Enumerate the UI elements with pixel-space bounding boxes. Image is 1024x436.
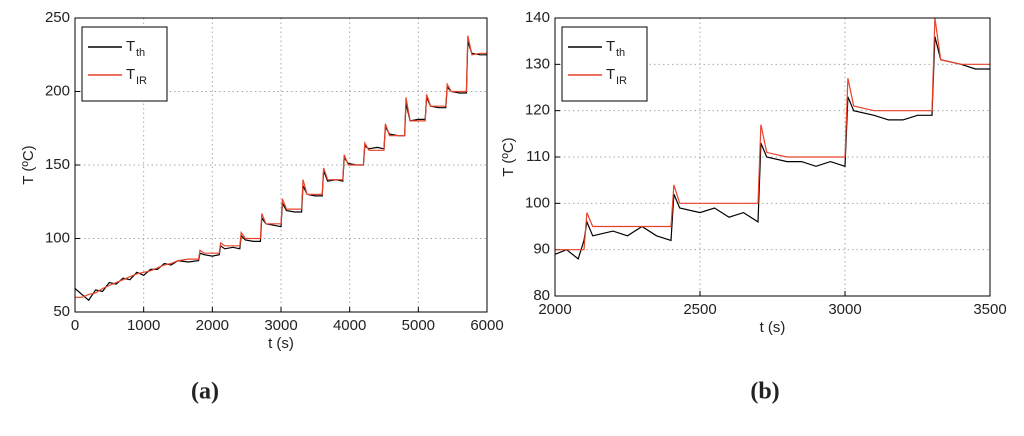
y-tick-label: 110 [526, 148, 550, 165]
x-tick-label: 3000 [264, 317, 297, 334]
legend-subscript: th [616, 47, 625, 59]
y-tick-label: 200 [45, 82, 70, 99]
y-tick-label: 90 [533, 241, 550, 258]
x-axis-label: t (s) [268, 335, 294, 352]
legend-label: T [606, 66, 615, 83]
legend-subscript: IR [616, 75, 627, 87]
legend-box [561, 26, 648, 102]
data-line [554, 36, 990, 260]
x-tick-label: 1000 [127, 317, 160, 334]
legend-label: T [126, 38, 135, 55]
data-line [75, 35, 487, 298]
x-tick-label: 5000 [402, 317, 435, 334]
y-tick-label: 130 [525, 55, 550, 72]
legend-label: T [606, 38, 615, 55]
y-tick-label: 250 [45, 9, 70, 26]
data-line [74, 41, 487, 302]
x-tick-label: 2500 [683, 301, 716, 318]
x-tick-label: 2000 [196, 317, 229, 334]
legend-subscript: IR [136, 75, 147, 87]
y-tick-label: 100 [525, 194, 550, 211]
y-axis-label: T (ºC) [20, 145, 37, 184]
legend-subscript: th [136, 47, 145, 59]
axes-frame [74, 17, 488, 313]
x-tick-label: 6000 [470, 317, 503, 334]
data-line [555, 17, 990, 251]
y-axis-label: T (ºC) [500, 137, 517, 176]
y-tick-label: 120 [525, 102, 550, 119]
x-tick-label: 0 [71, 317, 79, 334]
y-tick-label: 80 [533, 287, 550, 304]
y-tick-label: 100 [45, 229, 70, 246]
x-axis-label: t (s) [760, 319, 786, 336]
x-tick-label: 3000 [828, 301, 861, 318]
x-tick-label: 4000 [333, 317, 366, 334]
y-tick-label: 150 [45, 156, 70, 173]
x-tick-label: 3500 [973, 301, 1006, 318]
y-tick-label: 140 [525, 9, 550, 26]
caption: (b) [750, 379, 779, 405]
axes-frame [554, 17, 991, 297]
legend-box [81, 26, 168, 102]
legend-label: T [126, 66, 135, 83]
caption: (a) [191, 379, 219, 405]
y-tick-label: 50 [53, 303, 70, 320]
x-tick-label: 2000 [538, 301, 571, 318]
